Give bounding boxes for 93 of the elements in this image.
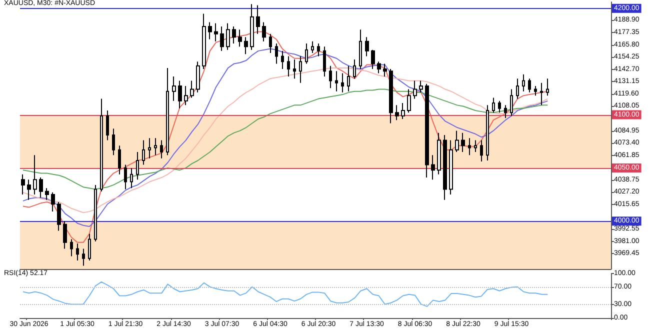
candlestick: [45, 188, 49, 200]
line-series: [22, 88, 548, 190]
candlestick: [522, 74, 525, 92]
candlestick: [256, 4, 260, 34]
candlestick: [88, 233, 91, 261]
candlestick: [27, 179, 31, 200]
candlestick: [63, 220, 67, 250]
candlestick: [347, 65, 350, 92]
line-series: [22, 48, 548, 227]
candlestick: [226, 22, 230, 50]
line-series: [22, 67, 548, 214]
line-series: [22, 281, 548, 307]
candlestick: [172, 76, 176, 102]
candlestick: [124, 164, 127, 190]
candlestick: [94, 184, 97, 242]
candlestick: [57, 201, 61, 232]
candlestick: [510, 88, 513, 116]
candlestick: [220, 26, 224, 52]
candlestick: [323, 46, 326, 77]
candlestick: [461, 132, 465, 152]
candlestick: [178, 80, 182, 109]
line-series: [22, 31, 548, 243]
candlestick: [365, 36, 369, 57]
candlestick: [317, 42, 320, 57]
candlestick: [359, 29, 362, 70]
candlestick: [238, 29, 242, 48]
candlestick: [184, 86, 188, 106]
candlestick: [443, 134, 447, 200]
candlestick: [401, 102, 405, 120]
candlestick: [371, 49, 375, 70]
candlestick: [202, 13, 206, 70]
candlestick: [413, 80, 417, 100]
candlestick: [76, 242, 79, 261]
candlestick: [244, 36, 248, 55]
candlestick: [431, 154, 435, 180]
candlestick: [419, 80, 423, 93]
candlestick: [118, 145, 121, 175]
candlestick: [293, 58, 296, 80]
candlestick: [299, 56, 302, 84]
candlestick: [389, 68, 393, 124]
candlestick: [492, 97, 495, 114]
candlestick: [112, 128, 115, 156]
candlestick: [528, 78, 531, 93]
candlestick: [136, 151, 139, 180]
candlestick: [33, 154, 37, 196]
candlestick: [455, 130, 459, 152]
candlestick: [130, 167, 133, 189]
candlestick: [449, 140, 453, 196]
candlestick: [540, 82, 543, 106]
candlestick: [166, 67, 169, 156]
candlestick: [546, 78, 549, 96]
candlestick: [468, 138, 471, 156]
candlestick: [341, 72, 344, 93]
candlestick: [311, 40, 314, 54]
candlestick: [335, 70, 338, 92]
candlestick: [82, 248, 85, 266]
candlestick: [498, 100, 501, 114]
candlestick: [269, 33, 272, 54]
candlestick: [281, 50, 284, 70]
candlestick: [196, 61, 200, 93]
candlestick: [39, 177, 43, 198]
candlestick: [516, 78, 519, 100]
candlestick: [148, 138, 151, 159]
candlestick: [425, 83, 429, 178]
candlestick: [160, 140, 163, 159]
candlestick: [190, 80, 194, 98]
candlestick: [262, 22, 266, 42]
candlestick: [480, 140, 483, 162]
candlestick: [214, 22, 218, 42]
candlestick: [377, 61, 381, 74]
candlestick: [287, 56, 290, 77]
candlestick: [106, 110, 109, 141]
candlestick: [51, 192, 55, 212]
candlestick: [437, 132, 441, 175]
candlestick: [154, 138, 157, 156]
candlestick: [21, 174, 25, 196]
candlestick: [504, 104, 507, 118]
candlestick: [100, 98, 103, 192]
candlestick: [383, 63, 387, 77]
candlestick: [250, 4, 254, 50]
candlestick: [353, 58, 356, 80]
candlestick: [486, 104, 489, 161]
candlestick: [474, 140, 477, 152]
candlestick: [70, 238, 73, 257]
candlestick: [329, 65, 332, 89]
candlestick: [305, 42, 308, 64]
candlestick: [232, 26, 236, 44]
candlestick: [407, 88, 411, 114]
candlestick: [275, 42, 278, 64]
candlestick: [208, 22, 212, 40]
candlestick: [395, 104, 399, 121]
candlestick: [142, 140, 145, 166]
candlestick: [534, 86, 537, 96]
